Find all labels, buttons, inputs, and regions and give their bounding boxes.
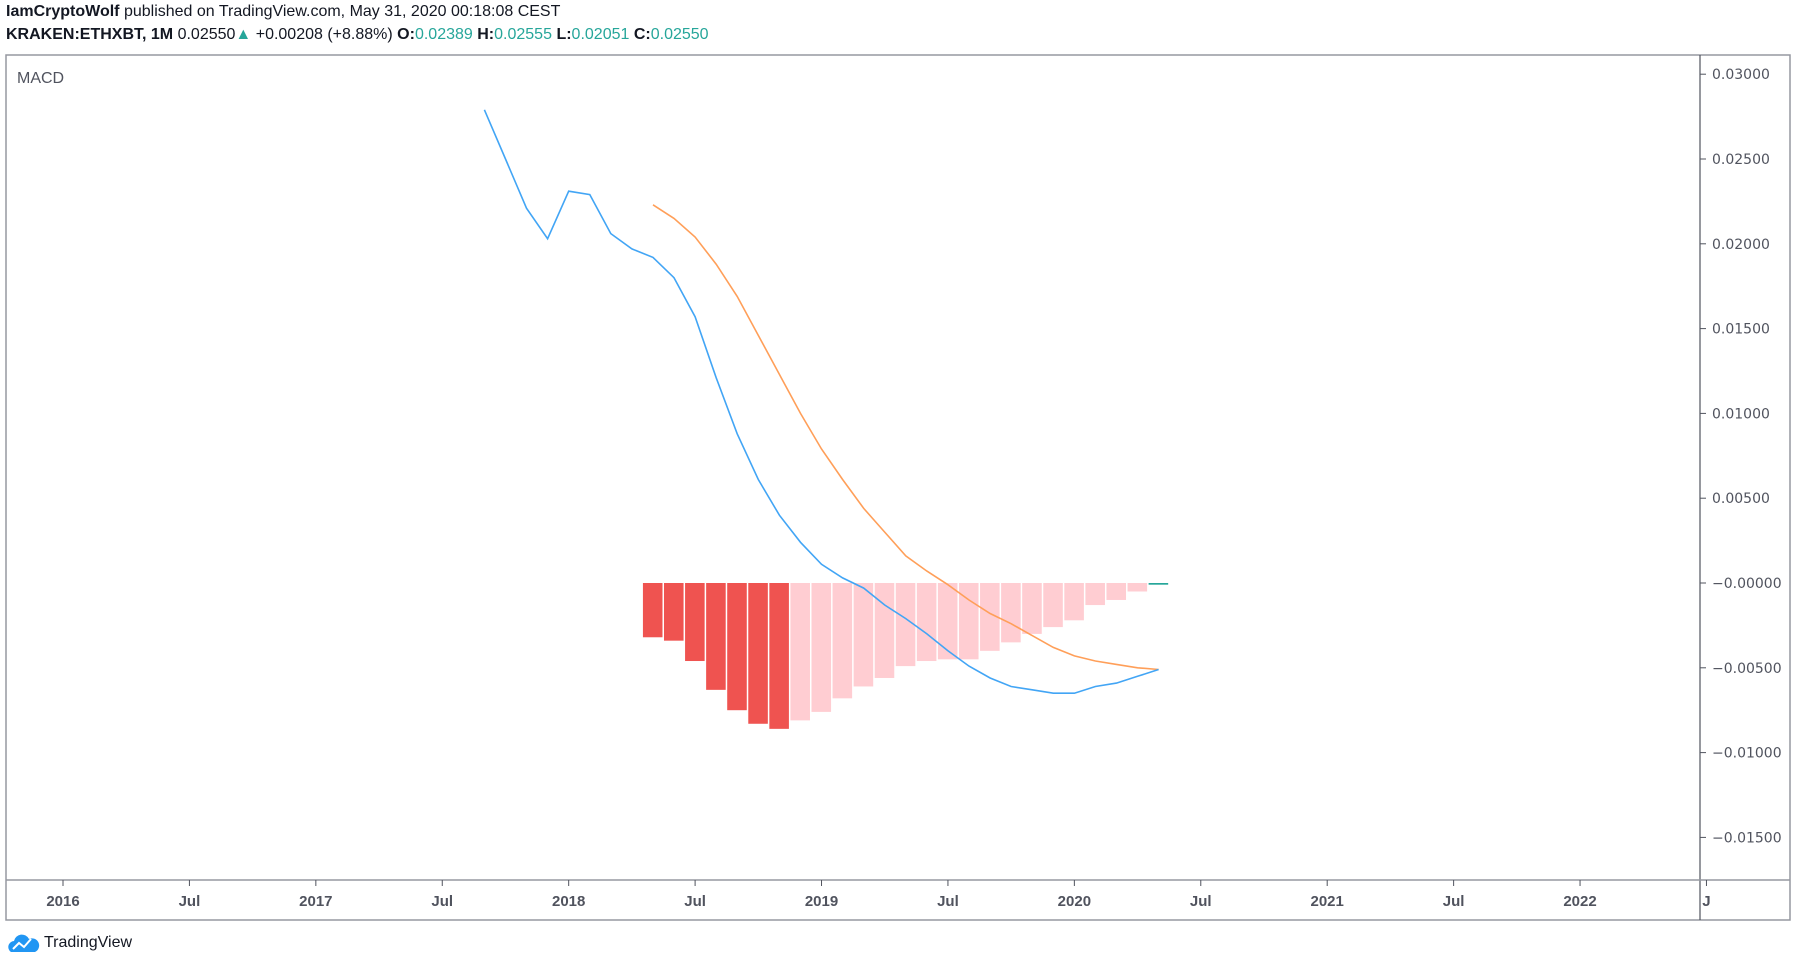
histogram-bar: [1085, 583, 1105, 606]
open-label: O:: [397, 26, 415, 43]
histogram-bar: [832, 583, 853, 699]
price-change: +0.00208 (+8.88%): [255, 26, 393, 43]
histogram-bar: [769, 583, 789, 729]
histogram-bar: [916, 583, 937, 662]
ohlc-legend: KRAKEN:ETHXBT, 1M 0.02550▲ +0.00208 (+8.…: [6, 26, 709, 44]
histogram-bar: [663, 583, 684, 641]
last-price: 0.02550: [177, 26, 236, 43]
y-tick-label: −0.01500: [1712, 830, 1782, 846]
y-tick-label: 0.03000: [1712, 67, 1770, 83]
x-tick-label: Jul: [684, 893, 706, 910]
brand-name: TradingView: [44, 934, 133, 951]
histogram-bar: [1106, 583, 1127, 600]
x-tick-label: Jul: [1190, 893, 1212, 910]
symbol: KRAKEN:ETHXBT, 1M: [6, 26, 174, 43]
histogram-bar: [1001, 583, 1021, 643]
tradingview-cloud-icon: [8, 934, 40, 952]
published-text: published on TradingView.com, May 31, 20…: [123, 3, 561, 20]
x-tick-label: 2021: [1311, 893, 1344, 910]
low-label: L:: [556, 26, 572, 43]
histogram-bar: [790, 583, 810, 721]
x-tick-label: 2018: [552, 893, 585, 910]
x-tick-label: 2016: [46, 893, 79, 910]
y-tick-label: −0.00500: [1712, 661, 1782, 677]
histogram-bar: [874, 583, 895, 678]
y-tick-label: 0.02500: [1712, 152, 1770, 168]
x-tick-label: 2020: [1058, 893, 1091, 910]
histogram-bar: [748, 583, 768, 724]
y-tick-label: 0.01500: [1712, 322, 1770, 338]
y-tick-label: 0.02000: [1712, 237, 1770, 253]
chart-frame: [5, 54, 1791, 921]
histogram-bar: [937, 583, 958, 660]
indicator-title: MACD: [17, 70, 64, 87]
close-label: C:: [633, 26, 651, 43]
up-arrow-icon: ▲: [235, 26, 252, 43]
x-tick-label: Jul: [431, 893, 453, 910]
author[interactable]: IamCryptoWolf: [6, 3, 120, 20]
x-tick-label: 2019: [805, 893, 838, 910]
histogram-bar: [980, 583, 1000, 651]
x-tick-label: J: [1702, 893, 1710, 910]
low-value: 0.02051: [571, 26, 630, 43]
close-value: 0.02550: [650, 26, 709, 43]
y-tick-label: −0.00000: [1712, 576, 1782, 592]
high-value: 0.02555: [494, 26, 552, 43]
x-tick-label: Jul: [1443, 893, 1465, 910]
histogram-bar: [706, 583, 726, 690]
histogram-bar: [1022, 583, 1042, 634]
y-tick-label: 0.01000: [1712, 406, 1770, 422]
histogram-bar: [1064, 583, 1084, 621]
open-value: 0.02389: [414, 26, 473, 43]
publish-info: IamCryptoWolf published on TradingView.c…: [6, 3, 560, 21]
high-label: H:: [477, 26, 495, 43]
histogram-bar: [727, 583, 747, 711]
macd-line: [483, 109, 1159, 695]
y-tick-label: 0.00500: [1712, 491, 1770, 507]
histogram-bar: [1148, 583, 1169, 585]
x-tick-label: 2017: [299, 893, 332, 910]
histogram-bar: [642, 583, 663, 638]
histogram-bar: [811, 583, 832, 712]
x-tick-label: Jul: [937, 893, 959, 910]
y-tick-label: −0.01000: [1712, 746, 1782, 762]
signal-line: [652, 204, 1159, 671]
histogram-bar: [1127, 583, 1148, 592]
x-tick-label: 2022: [1563, 893, 1596, 910]
histogram-bar: [1043, 583, 1063, 628]
tradingview-logo[interactable]: TradingView: [6, 932, 132, 954]
histogram-bar: [853, 583, 874, 687]
x-tick-label: Jul: [179, 893, 201, 910]
histogram-bar: [685, 583, 705, 662]
histogram-bar: [895, 583, 916, 667]
